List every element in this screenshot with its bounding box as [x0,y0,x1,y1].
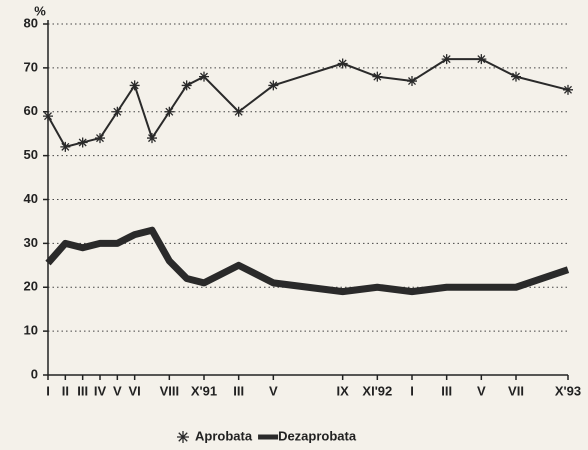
x-tick-label: III [441,383,452,398]
data-point [129,80,140,91]
data-point [233,106,244,117]
data-point [407,76,417,87]
data-point [337,58,348,69]
x-tick-label: IV [94,383,107,398]
series-line [47,58,569,148]
x-tick-label: X'93 [555,383,581,398]
x-tick-label: III [233,383,244,398]
data-point [181,80,192,91]
x-tick-label: XI'92 [362,383,392,398]
y-tick-label: 60 [24,103,38,118]
x-tick-label: I [46,383,50,398]
x-tick-label: V [477,383,486,398]
legend-item: Dezaprobata [258,428,357,443]
data-point [95,133,105,144]
x-tick-label: I [410,383,414,398]
data-point [268,80,279,91]
x-tick-label: IX [337,383,350,398]
y-tick-label: 30 [24,235,38,250]
y-tick-label: 10 [24,323,38,338]
data-point [441,54,452,65]
x-tick-label: VII [508,383,524,398]
x-tick-label: X'91 [191,383,217,398]
y-tick-label: 40 [24,191,38,206]
y-tick-label: 70 [24,59,38,74]
data-point [164,106,175,117]
data-point [199,71,209,82]
y-axis-label: % [34,3,46,18]
data-point [147,133,157,144]
y-tick-label: 80 [24,15,38,30]
data-point [563,84,573,95]
series-line [45,226,570,296]
y-tick-label: 50 [24,147,38,162]
x-tick-label: V [269,383,278,398]
data-point [43,111,53,122]
x-tick-label: II [62,383,69,398]
y-tick-label: 20 [24,279,38,294]
data-point [511,71,521,82]
legend-marker [177,431,189,443]
x-tick-label: VI [129,383,141,398]
data-point [77,137,88,148]
x-tick-label: V [113,383,122,398]
data-point [60,141,71,152]
legend-label: Aprobata [195,428,253,443]
legend-label: Dezaprobata [278,428,357,443]
data-point [476,54,487,65]
legend-item: Aprobata [177,428,253,443]
x-tick-label: VIII [160,383,180,398]
x-tick-label: III [77,383,88,398]
data-point [112,106,123,117]
y-tick-label: 0 [31,366,38,381]
data-point [372,71,383,82]
